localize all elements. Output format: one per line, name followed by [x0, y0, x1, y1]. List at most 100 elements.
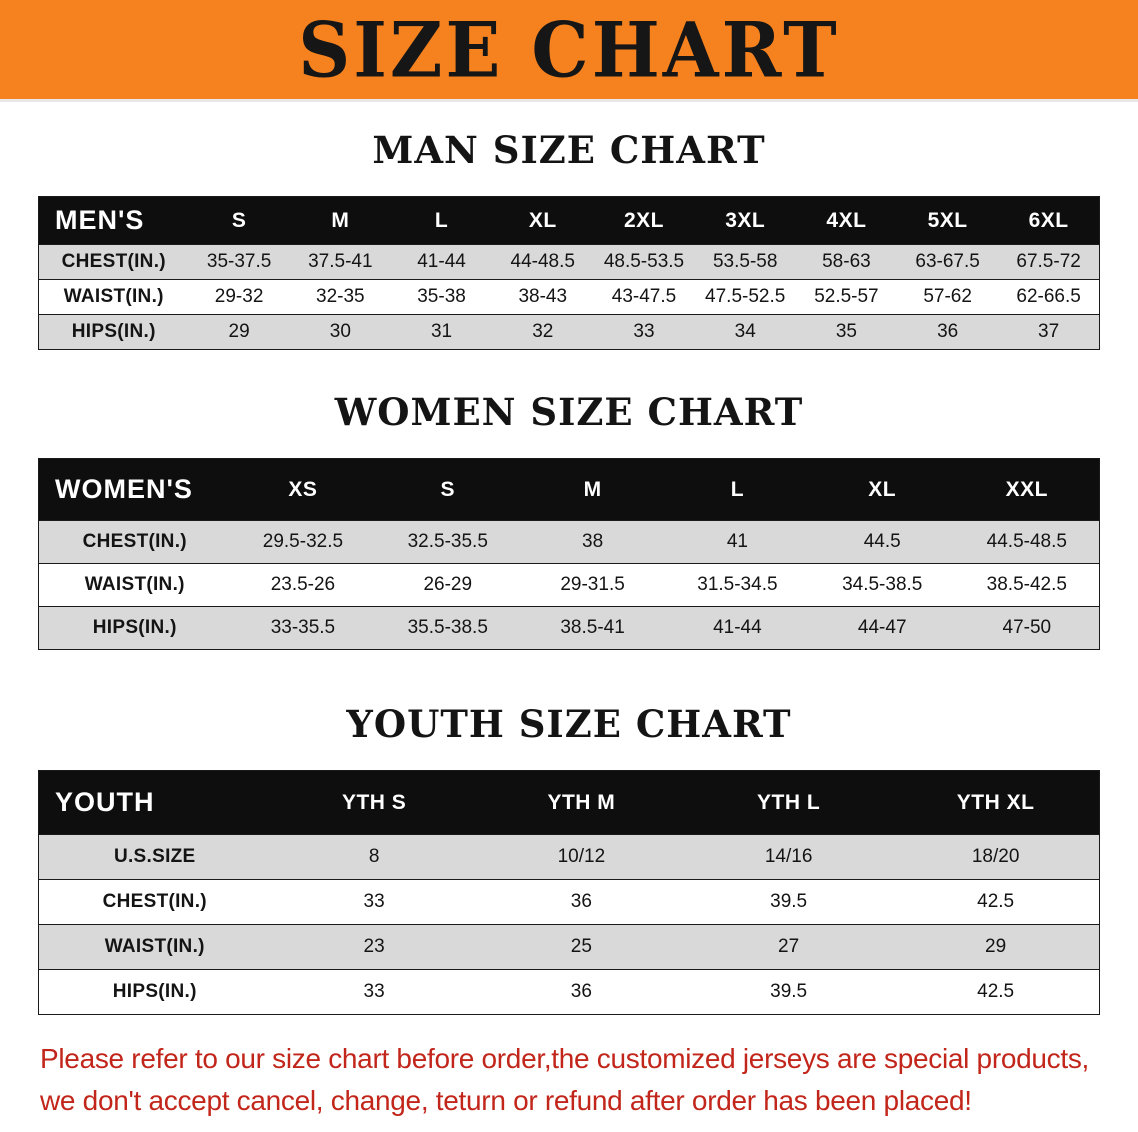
table-row: HIPS(IN.) 33-35.5 35.5-38.5 38.5-41 41-44 44-… — [38, 606, 1100, 650]
table-cell: 36 — [937, 321, 959, 342]
women-size-chart-section: WOMEN SIZE CHART WOMEN'S XS S M L XL XXL CHEST(… — [0, 390, 1138, 650]
table-cell: 23.5-26 — [270, 574, 336, 595]
table-cell: 58-63 — [822, 251, 871, 272]
table-row: HIPS(IN.) 29 30 31 32 33 34 35 36 37 — [38, 314, 1100, 350]
table-cell: 35-38 — [417, 286, 466, 307]
table-cell: 38.5-42.5 — [986, 574, 1067, 595]
table-cell: 42.5 — [977, 891, 1015, 912]
table-cell: 44-47 — [857, 617, 907, 638]
table-cell: 63-67.5 — [915, 251, 980, 272]
table-cell: 44.5 — [863, 531, 901, 552]
table-cell: 33 — [363, 981, 385, 1002]
men-size-chart-section: MAN SIZE CHART MEN'S S M L XL 2XL 3XL 4XL 5XL 6XL… — [0, 128, 1138, 350]
table-row: WAIST(IN.) 29-32 32-35 35-38 38-43 43-47.5 47.… — [38, 279, 1100, 315]
table-row: WAIST(IN.) 23 25 27 29 — [38, 924, 1100, 970]
size-column-header: XS — [230, 458, 376, 521]
banner: SIZE CHART — [0, 0, 1138, 102]
size-column-header: S — [188, 196, 290, 245]
table-row: WAIST(IN.) 23.5-26 26-29 29-31.5 31.5-34.5 34… — [38, 563, 1100, 607]
row-label: HIPS(IN.) — [112, 981, 197, 1002]
row-label: U.S.SIZE — [113, 846, 196, 867]
table-title-cell: MEN'S — [38, 196, 189, 245]
table-cell: 41-44 — [713, 617, 762, 638]
table-cell: 30 — [329, 321, 351, 342]
table-cell: 38-43 — [518, 286, 568, 307]
header-row: WOMEN'S XS S M L XL XXL — [38, 458, 1100, 521]
table-cell: 53.5-58 — [712, 251, 778, 272]
table-cell: 29 — [228, 321, 250, 342]
table-cell: 38.5-41 — [560, 617, 625, 638]
table-cell: 41 — [726, 531, 748, 552]
size-column-header: YTH L — [685, 770, 893, 835]
row-label: WAIST(IN.) — [63, 286, 164, 307]
table-cell: 25 — [570, 936, 592, 957]
page-title: SIZE CHART — [298, 4, 840, 95]
size-column-header: 6XL — [998, 196, 1100, 245]
table-cell: 27 — [778, 936, 800, 957]
row-label: WAIST(IN.) — [84, 574, 185, 595]
size-column-header: YTH M — [477, 770, 685, 835]
table-cell: 23 — [363, 936, 385, 957]
table-cell: 48.5-53.5 — [603, 251, 685, 272]
table-cell: 35 — [835, 321, 857, 342]
row-label: WAIST(IN.) — [104, 936, 205, 957]
size-column-header: S — [375, 458, 521, 521]
size-column-header: L — [390, 196, 493, 245]
size-column-header: L — [664, 458, 810, 521]
size-column-header: XL — [492, 196, 594, 245]
size-column-header: 5XL — [897, 196, 999, 245]
table-cell: 31 — [430, 321, 453, 342]
row-label: CHEST(IN.) — [61, 251, 166, 272]
table-cell: 31.5-34.5 — [697, 574, 778, 595]
table-row: CHEST(IN.) 33 36 39.5 42.5 — [38, 879, 1100, 925]
size-column-header: YTH S — [270, 770, 478, 835]
size-column-header: M — [520, 458, 665, 521]
table-cell: 34.5-38.5 — [842, 574, 923, 595]
footer-notice: Please refer to our size chart before or… — [40, 1043, 1138, 1117]
table-cell: 33-35.5 — [270, 617, 336, 638]
table-cell: 35-37.5 — [206, 251, 272, 272]
table-cell: 14/16 — [764, 846, 813, 867]
row-label: CHEST(IN.) — [82, 531, 187, 552]
table-cell: 41-44 — [417, 251, 466, 272]
table-cell: 32.5-35.5 — [407, 531, 488, 552]
table-cell: 18/20 — [971, 846, 1020, 867]
table-cell: 39.5 — [770, 981, 808, 1002]
table-cell: 33 — [633, 321, 655, 342]
table-cell: 47.5-52.5 — [705, 286, 786, 307]
row-label: HIPS(IN.) — [92, 617, 177, 638]
table-cell: 47-50 — [1002, 617, 1052, 638]
table-cell: 32-35 — [316, 286, 365, 307]
table-row: CHEST(IN.) 35-37.5 37.5-41 41-44 44-48.5 48.5… — [38, 244, 1100, 280]
table-cell: 44-48.5 — [510, 251, 575, 272]
youth-section-heading: YOUTH SIZE CHART — [346, 702, 792, 746]
header-row: YOUTH YTH S YTH M YTH L YTH XL — [38, 770, 1100, 835]
table-cell: 38 — [582, 531, 604, 552]
table-cell: 35.5-38.5 — [407, 617, 488, 638]
table-cell: 42.5 — [977, 981, 1015, 1002]
size-column-header: M — [289, 196, 391, 245]
table-cell: 36 — [570, 981, 592, 1002]
youth-size-chart-section: YOUTH SIZE CHART YOUTH YTH S YTH M YTH L YTH… — [0, 702, 1138, 1015]
table-cell: 36 — [570, 891, 592, 912]
table-cell: 52.5-57 — [814, 286, 879, 307]
table-cell: 34 — [734, 321, 756, 342]
table-cell: 10/12 — [557, 846, 606, 867]
women-section-heading: WOMEN SIZE CHART — [334, 390, 804, 434]
size-column-header: 3XL — [694, 196, 796, 245]
notice-line-2: we don't accept cancel, change, teturn o… — [40, 1085, 972, 1116]
table-cell: 62-66.5 — [1016, 286, 1081, 307]
row-label: HIPS(IN.) — [71, 321, 156, 342]
men-size-table: MEN'S S M L XL 2XL 3XL 4XL 5XL 6XL CHEST(IN.) 35-37… — [38, 196, 1100, 350]
row-label: CHEST(IN.) — [102, 891, 207, 912]
table-cell: 43-47.5 — [611, 286, 677, 307]
table-cell: 57-62 — [923, 286, 972, 307]
table-cell: 29-32 — [214, 286, 264, 307]
table-cell: 37.5-41 — [308, 251, 373, 272]
table-row: HIPS(IN.) 33 36 39.5 42.5 — [38, 969, 1100, 1015]
table-row: CHEST(IN.) 29.5-32.5 32.5-35.5 38 41 44.5 44.5… — [38, 520, 1100, 564]
table-cell: 8 — [368, 846, 380, 867]
size-column-header: XXL — [954, 458, 1100, 521]
notice-line-1: Please refer to our size chart before or… — [40, 1043, 1090, 1074]
